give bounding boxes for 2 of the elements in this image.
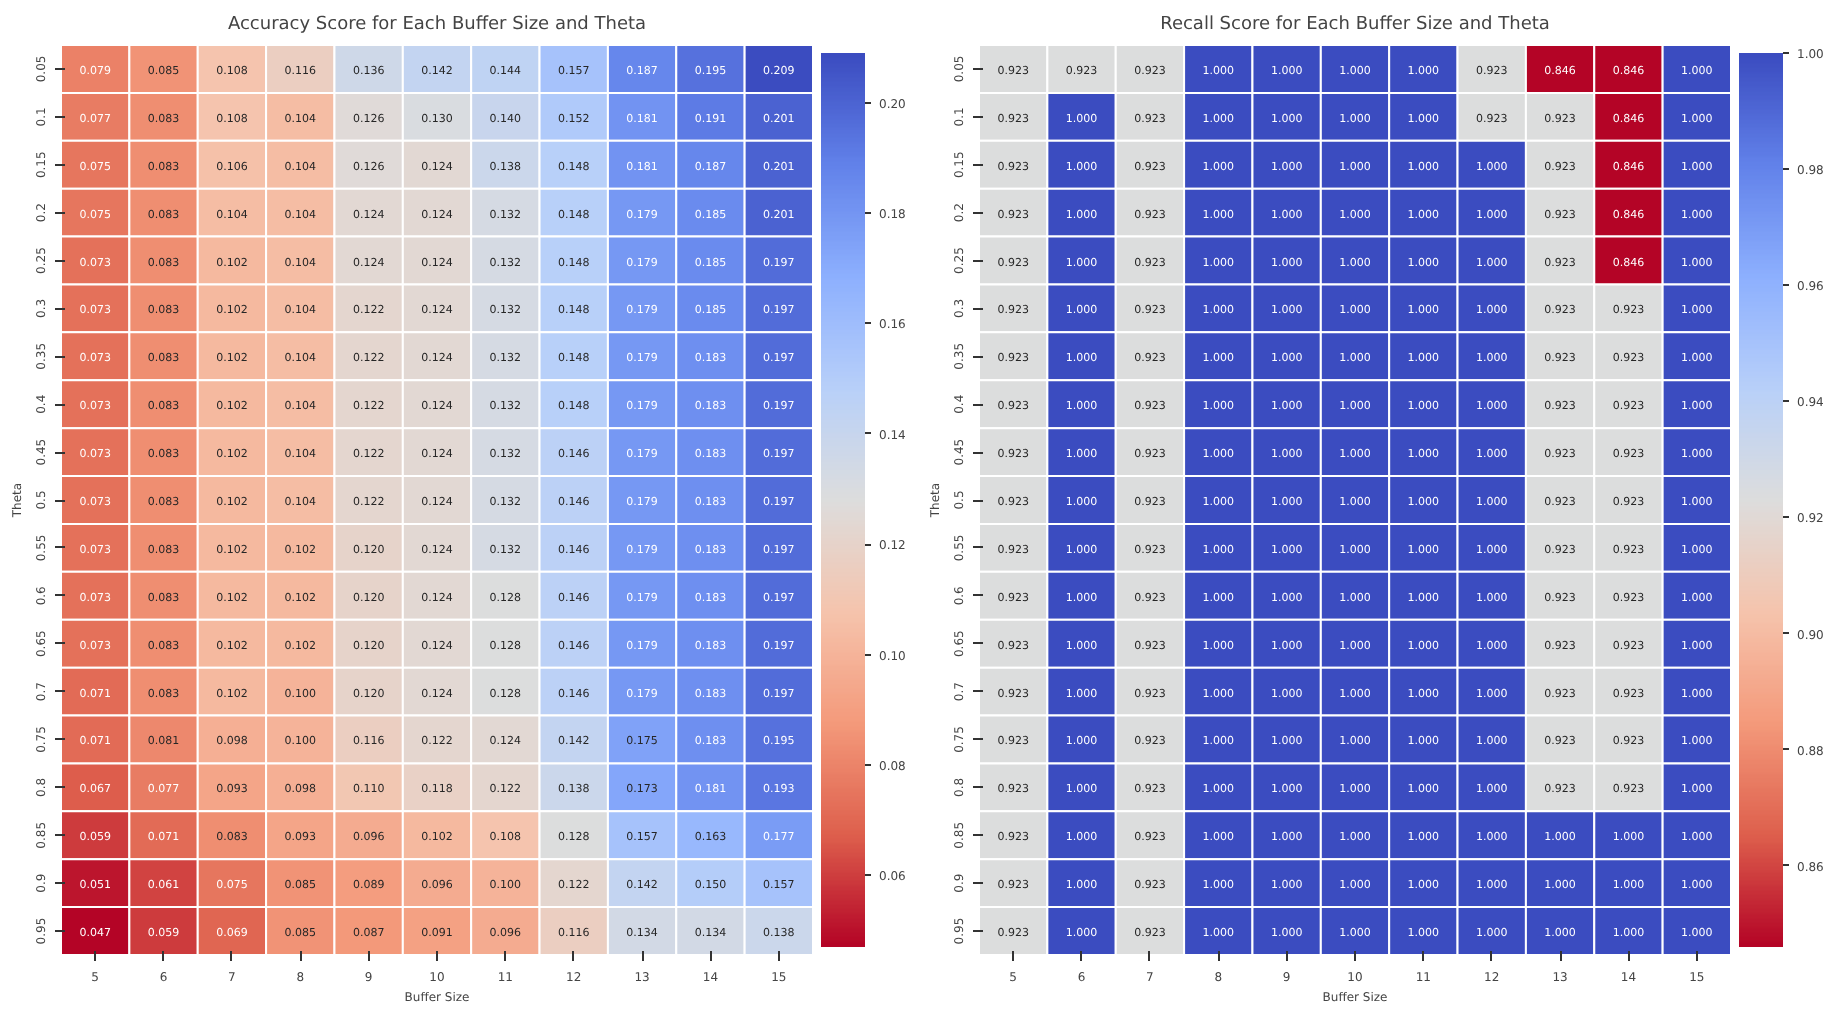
chart-title: Accuracy Score for Each Buffer Size and Theta bbox=[227, 15, 647, 35]
chart-title: Recall Score for Each Buffer Size and Theta bbox=[1160, 15, 1550, 35]
